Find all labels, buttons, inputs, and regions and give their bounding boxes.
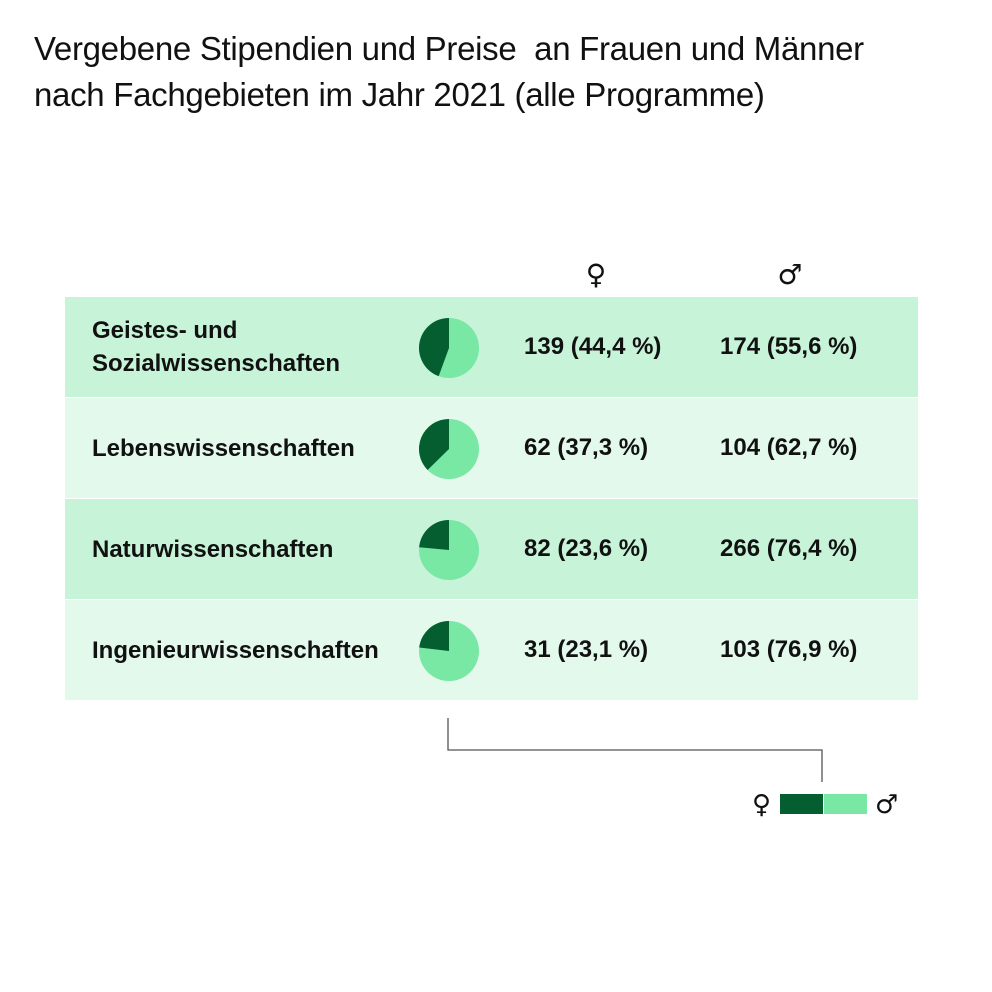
pie-chart [419, 520, 479, 580]
male-value-label: 103 (76,9 %) [720, 636, 858, 663]
male-column-header-icon: ♂ [777, 258, 803, 291]
female-value-label: 62 (37,3 %) [524, 434, 649, 461]
female-column-header-icon: ♀ [585, 258, 607, 291]
legend-male-icon: ♂ [875, 790, 899, 820]
legend-female-icon: ♀ [752, 790, 772, 820]
table-row: Lebenswissenschaften 62 (37,3 %) 104 (62… [65, 398, 918, 498]
pie-chart [418, 318, 479, 378]
pie-slice-female [418, 318, 449, 377]
data-table: Geistes- und Sozialwissenschaften 139 (4… [65, 297, 918, 700]
pie-chart [419, 621, 479, 681]
category-label: Ingenieurwissenschaften [92, 636, 379, 664]
female-value-label: 31 (23,1 %) [524, 636, 649, 663]
category-label: Geistes- und Sozialwissenschaften [92, 317, 341, 377]
table-row: Naturwissenschaften 82 (23,6 %) 266 (76,… [65, 499, 918, 599]
pie-slice-female [419, 419, 449, 471]
male-value-label: 266 (76,4 %) [720, 535, 858, 562]
chart-title-line-2: nach Fachgebieten im Jahr 2021 (alle Pro… [34, 76, 765, 113]
legend-male-swatch [824, 794, 867, 814]
male-value-label: 174 (55,6 %) [720, 333, 858, 360]
category-label: Lebenswissenschaften [92, 434, 355, 462]
chart-title-line-1: Vergebene Stipendien und Preise an Fraue… [34, 30, 864, 67]
table-row: Ingenieurwissenschaften 31 (23,1 %) 103 … [65, 600, 918, 700]
pie-chart [419, 419, 479, 479]
table-row: Geistes- und Sozialwissenschaften 139 (4… [65, 297, 918, 397]
male-value-label: 104 (62,7 %) [720, 434, 858, 461]
female-value-label: 82 (23,6 %) [524, 535, 649, 562]
pie-slice-female [419, 621, 449, 651]
legend-female-swatch [780, 794, 823, 814]
chart-title: Vergebene Stipendien und Preise an Fraue… [34, 26, 954, 118]
pie-slice-female [419, 520, 449, 550]
category-label: Naturwissenschaften [92, 535, 334, 563]
female-value-label: 139 (44,4 %) [524, 333, 662, 360]
